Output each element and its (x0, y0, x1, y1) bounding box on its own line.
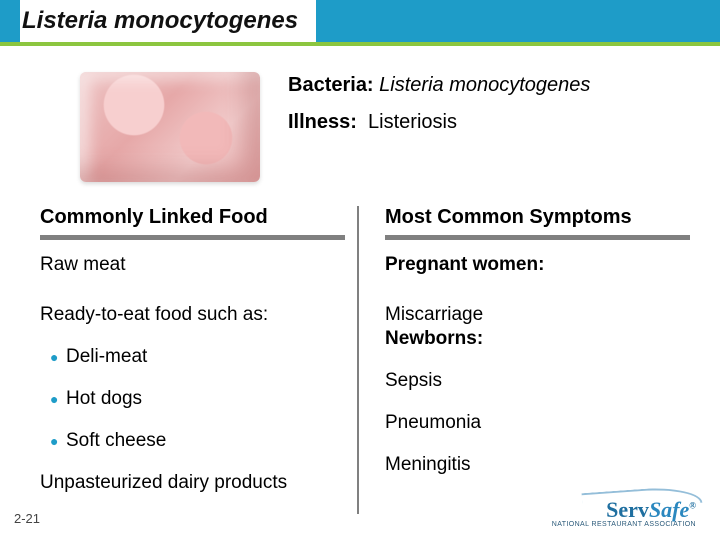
bacteria-line: Bacteria: Listeria monocytogenes (288, 74, 590, 97)
list-item: Deli-meat (54, 346, 345, 368)
symptoms-heading: Most Common Symptoms (385, 206, 690, 235)
food-heading: Commonly Linked Food (40, 206, 345, 235)
list-item: Hot dogs (54, 388, 345, 410)
symptom-group-newborns: Newborns: (385, 328, 690, 350)
logo-subtext: NATIONAL RESTAURANT ASSOCIATION (552, 521, 696, 528)
columns: Commonly Linked Food Raw meat Ready-to-e… (40, 206, 690, 514)
bacteria-value: Listeria monocytogenes (379, 74, 590, 96)
list-item: Soft cheese (54, 430, 345, 452)
content: Bacteria: Listeria monocytogenes Illness… (0, 46, 720, 514)
food-dairy: Unpasteurized dairy products (40, 472, 345, 494)
illness-label: Illness: (288, 111, 357, 133)
symptom-meningitis: Meningitis (385, 454, 690, 476)
page-title: Listeria monocytogenes (20, 3, 310, 39)
logo: ServSafe® NATIONAL RESTAURANT ASSOCIATIO… (552, 497, 696, 528)
symptom-miscarriage: Miscarriage (385, 304, 690, 326)
meat-illustration (80, 72, 260, 182)
illness-value: Listeriosis (368, 111, 457, 133)
symptoms-rule (385, 235, 690, 240)
illness-line: Illness: Listeriosis (288, 111, 590, 134)
food-rule (40, 235, 345, 240)
intro-row: Bacteria: Listeria monocytogenes Illness… (40, 66, 690, 182)
page-number: 2-21 (14, 511, 40, 526)
col-food: Commonly Linked Food Raw meat Ready-to-e… (40, 206, 357, 514)
col-symptoms: Most Common Symptoms Pregnant women: Mis… (357, 206, 690, 514)
symptom-group-pregnant: Pregnant women: (385, 254, 690, 276)
food-rte-lead: Ready-to-eat food such as: (40, 304, 345, 326)
title-wrap: Listeria monocytogenes (20, 0, 316, 42)
intro-text: Bacteria: Listeria monocytogenes Illness… (288, 66, 590, 148)
bacteria-label: Bacteria: (288, 74, 374, 96)
symptom-sepsis: Sepsis (385, 370, 690, 392)
symptom-pneumonia: Pneumonia (385, 412, 690, 434)
title-bar: Listeria monocytogenes (0, 0, 720, 46)
food-raw-meat: Raw meat (40, 254, 345, 276)
food-list: Deli-meat Hot dogs Soft cheese (40, 346, 345, 452)
